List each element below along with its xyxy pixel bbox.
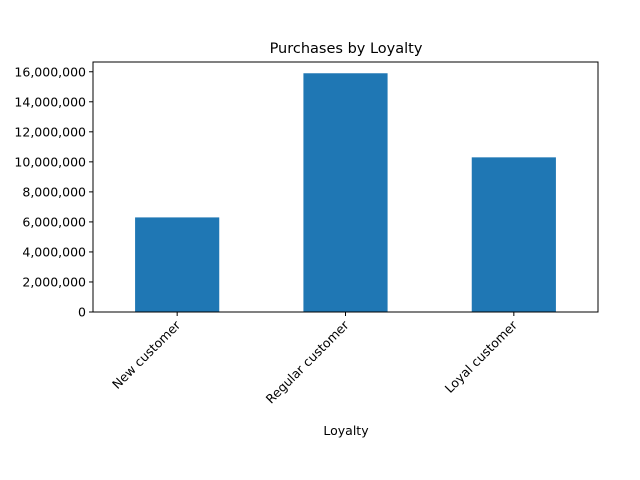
x-axis: New customer Regular customer Loyal custom…	[109, 312, 521, 406]
y-axis: 0 2,000,000 4,000,000 6,000,000 8,000,000 10,…	[14, 64, 93, 320]
y-tick-label: 8,000,000	[22, 184, 86, 199]
x-axis-label: Loyalty	[323, 423, 369, 438]
x-tick-label: Regular customer	[263, 317, 353, 407]
y-tick-label: 14,000,000	[14, 94, 86, 109]
bar-regular-customer	[303, 73, 388, 312]
x-tick-label: Loyal customer	[442, 317, 521, 396]
bar-new-customer	[135, 217, 220, 312]
x-tick-label: New customer	[109, 317, 184, 392]
y-tick-label: 4,000,000	[22, 244, 86, 259]
y-tick-label: 16,000,000	[14, 64, 86, 79]
y-tick-label: 12,000,000	[14, 124, 86, 139]
y-tick-label: 0	[78, 305, 86, 320]
chart-title: Purchases by Loyalty	[270, 41, 423, 57]
y-tick-label: 6,000,000	[22, 214, 86, 229]
bars-group	[135, 73, 556, 312]
bar-loyal-customer	[471, 157, 556, 312]
plot-frame	[92, 61, 599, 313]
y-tick-label: 2,000,000	[22, 274, 86, 289]
y-tick-label: 10,000,000	[14, 154, 86, 169]
